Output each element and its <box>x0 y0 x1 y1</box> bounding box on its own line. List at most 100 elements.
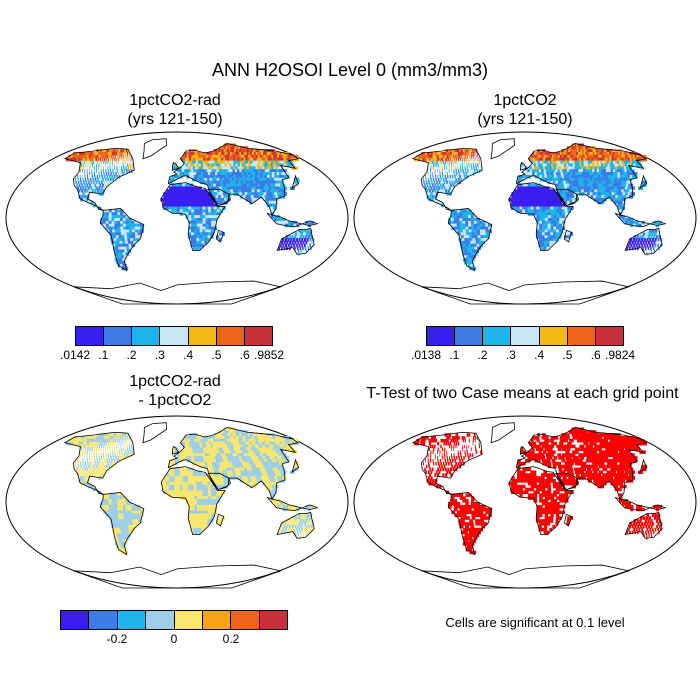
grid-cell <box>98 433 102 437</box>
grid-cell <box>300 516 303 520</box>
grid-cell <box>213 175 218 179</box>
grid-cell <box>203 459 208 463</box>
grid-cell <box>172 450 176 454</box>
grid-cell <box>116 238 121 242</box>
grid-cell <box>271 186 277 190</box>
grid-cell <box>570 163 575 167</box>
grid-cell <box>115 536 120 540</box>
grid-cell <box>457 177 460 182</box>
grid-cell <box>552 192 556 196</box>
grid-cell <box>216 461 221 466</box>
grid-cell <box>549 189 553 193</box>
coastline <box>142 422 167 444</box>
grid-cell <box>95 441 98 446</box>
grid-cell <box>77 459 78 463</box>
grid-cell <box>96 163 98 167</box>
grid-cell <box>87 157 90 162</box>
grid-cell <box>121 255 126 259</box>
grid-cell <box>171 473 175 477</box>
grid-cell <box>546 243 550 248</box>
grid-cell <box>191 229 195 233</box>
grid-cell <box>201 481 206 486</box>
grid-cell <box>114 441 116 446</box>
grid-cell <box>282 504 286 509</box>
grid-cell <box>166 473 170 477</box>
grid-cell <box>559 223 563 228</box>
grid-cell <box>208 226 212 231</box>
grid-cell <box>188 519 192 523</box>
grid-cell <box>108 175 111 179</box>
grid-cell <box>462 209 466 213</box>
grid-cell <box>207 172 212 176</box>
grid-cell <box>128 169 131 173</box>
grid-cell <box>303 533 305 537</box>
grid-cell <box>527 166 531 170</box>
grid-cell <box>98 470 101 474</box>
grid-cell <box>93 456 95 460</box>
grid-cell <box>470 172 473 176</box>
grid-cell <box>434 152 438 156</box>
grid-cell <box>204 461 209 466</box>
grid-cell <box>220 195 225 199</box>
grid-cell <box>650 240 653 245</box>
grid-cell <box>563 195 567 199</box>
grid-cell <box>198 447 203 451</box>
grid-cell <box>474 160 476 165</box>
grid-cell <box>224 461 229 466</box>
grid-cell <box>306 513 310 517</box>
coastline <box>73 280 283 305</box>
grid-cell <box>90 444 92 449</box>
grid-cell <box>211 459 215 463</box>
grid-cell <box>182 487 187 492</box>
grid-cell <box>548 169 552 173</box>
grid-cell <box>461 249 467 253</box>
grid-cell <box>95 186 98 190</box>
grid-cell <box>237 459 243 463</box>
grid-cell <box>97 461 99 466</box>
grid-cell <box>91 172 93 176</box>
grid-cell <box>560 192 564 196</box>
grid-cell <box>212 444 217 449</box>
grid-cell <box>549 197 554 202</box>
grid-cell <box>286 524 289 529</box>
grid-cell <box>171 487 175 492</box>
grid-cell <box>115 516 120 520</box>
grid-cell <box>542 163 546 167</box>
grid-cell <box>195 436 199 440</box>
grid-cell <box>208 450 213 454</box>
grid-cell <box>191 157 195 162</box>
grid-cell <box>451 163 452 167</box>
grid-cell <box>247 192 252 196</box>
grid-cell <box>255 476 260 480</box>
grid-cell <box>270 493 275 497</box>
grid-cell <box>188 166 192 170</box>
grid-cell <box>654 238 657 242</box>
grid-cell <box>196 197 200 202</box>
grid-cell <box>194 220 198 225</box>
grid-cell <box>295 533 297 537</box>
grid-cell <box>297 530 299 535</box>
grid-cell <box>101 157 104 162</box>
grid-cell <box>220 447 225 451</box>
grid-cell <box>553 206 557 210</box>
grid-cell <box>199 513 203 517</box>
grid-cell <box>447 157 450 162</box>
grid-cell <box>310 220 315 225</box>
grid-cell <box>241 473 246 477</box>
grid-cell <box>78 438 82 443</box>
grid-cell <box>193 243 197 248</box>
grid-cell <box>198 152 203 156</box>
grid-cell <box>565 172 570 176</box>
grid-cell <box>104 438 107 443</box>
grid-cell <box>218 453 223 457</box>
grid-cell <box>98 160 101 165</box>
grid-cell <box>125 218 130 222</box>
grid-cell <box>298 238 301 242</box>
grid-cell <box>522 197 526 202</box>
grid-cell <box>552 200 557 205</box>
grid-cell <box>604 177 610 182</box>
grid-cell <box>265 481 270 486</box>
grid-cell <box>108 507 113 512</box>
grid-cell <box>464 166 466 170</box>
grid-cell <box>308 524 310 529</box>
